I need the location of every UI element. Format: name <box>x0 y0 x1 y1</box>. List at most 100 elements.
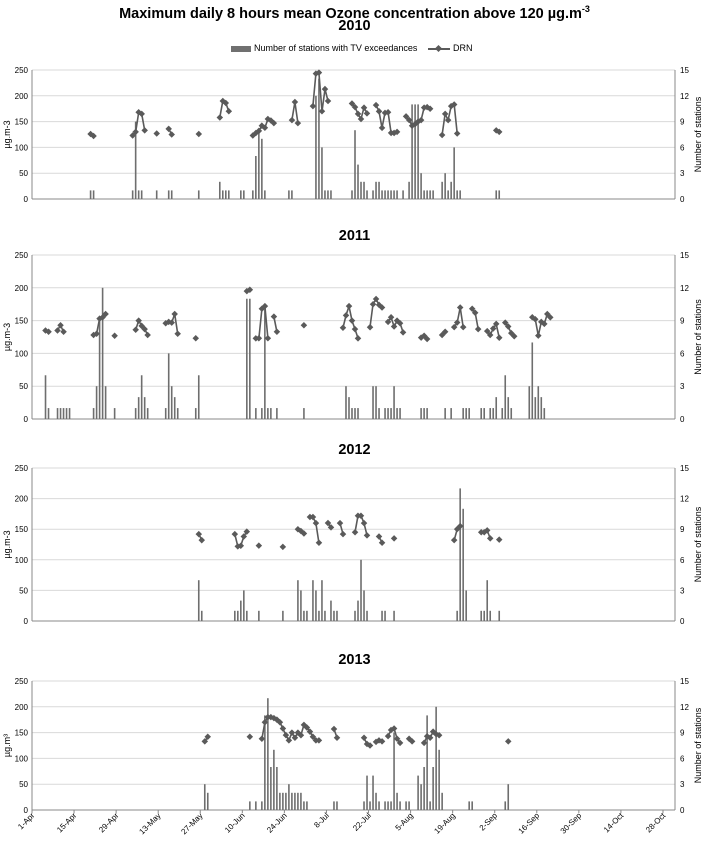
drn-marker <box>300 321 308 329</box>
station-bar <box>456 610 458 621</box>
station-bar <box>429 190 431 199</box>
station-bar <box>294 792 296 810</box>
station-bar <box>270 767 272 810</box>
y-left-tick-label: 50 <box>19 586 28 595</box>
station-bar <box>459 190 461 199</box>
station-bar <box>134 121 137 199</box>
y-right-tick-label: 15 <box>680 464 689 473</box>
y-left-tick-label: 150 <box>15 118 29 127</box>
station-bar <box>489 610 492 621</box>
drn-marker <box>153 130 160 137</box>
station-bar <box>462 508 464 621</box>
station-bar <box>336 610 338 621</box>
station-bar <box>306 610 308 621</box>
drn-marker <box>192 335 200 342</box>
station-bar <box>65 408 68 419</box>
station-bar <box>378 408 380 419</box>
drn-marker <box>315 737 323 744</box>
station-bar <box>507 397 510 419</box>
station-bar <box>297 792 299 810</box>
station-bar <box>531 342 534 419</box>
drn-marker <box>255 335 263 342</box>
drn-marker <box>351 529 359 536</box>
station-bar <box>203 784 206 810</box>
station-bar <box>438 749 440 810</box>
station-bar <box>357 164 359 199</box>
drn-marker <box>132 128 139 136</box>
station-bar <box>393 732 395 810</box>
station-bar <box>225 190 227 199</box>
station-bar <box>261 408 263 419</box>
station-bar <box>327 190 329 199</box>
y-left-axis-title: µg.m-3 <box>2 530 12 558</box>
y-left-tick-label: 200 <box>15 495 29 504</box>
drn-marker <box>288 116 296 124</box>
station-bar <box>372 775 374 810</box>
y-right-axis-title: Number of stations <box>693 299 703 375</box>
y-left-tick-label: 100 <box>15 556 29 565</box>
station-bar <box>261 138 263 199</box>
station-bar <box>258 130 260 199</box>
station-bar <box>396 190 398 199</box>
station-bar <box>459 488 461 621</box>
legend-item-bars: Number of stations with TV exceedances <box>231 43 417 53</box>
station-bar <box>357 600 359 621</box>
y-right-axis-title: Number of stations <box>693 707 703 783</box>
station-bar <box>303 610 305 621</box>
station-bar <box>369 801 371 810</box>
station-bar <box>354 130 356 199</box>
station-bar <box>164 408 167 419</box>
station-bar <box>495 190 498 199</box>
station-bar <box>423 190 425 199</box>
y-right-tick-label: 3 <box>680 586 685 595</box>
station-bar <box>393 386 395 419</box>
station-bar <box>167 190 170 199</box>
station-bar <box>291 792 293 810</box>
station-bar <box>534 397 537 419</box>
station-bar <box>381 190 383 199</box>
station-bar <box>384 408 386 419</box>
station-bar <box>393 190 395 199</box>
station-bar <box>402 190 404 199</box>
drn-marker <box>54 327 61 334</box>
station-bar <box>218 181 221 199</box>
drn-marker <box>270 119 278 127</box>
drn-marker <box>306 728 314 735</box>
drn-marker <box>288 729 296 736</box>
station-bar <box>267 408 269 419</box>
station-bar <box>387 190 389 199</box>
station-bar <box>387 801 389 810</box>
drn-marker <box>198 536 206 544</box>
drn-marker <box>57 321 64 329</box>
x-tick-label: 5-Aug <box>394 811 415 832</box>
station-bar <box>378 181 380 199</box>
y-right-tick-label: 15 <box>680 677 689 686</box>
station-bar <box>390 190 392 199</box>
drn-marker <box>231 530 239 538</box>
station-bar <box>381 610 383 621</box>
station-bar <box>200 610 203 621</box>
station-bar <box>363 801 365 810</box>
drn-marker <box>390 535 398 542</box>
drn-marker <box>243 528 251 535</box>
station-bar <box>252 190 254 199</box>
drn-marker <box>342 312 350 319</box>
station-bar <box>267 698 269 810</box>
drn-marker <box>324 519 332 527</box>
station-bar <box>354 610 356 621</box>
station-bar <box>56 408 59 419</box>
station-bar <box>194 408 197 419</box>
station-bar <box>372 386 374 419</box>
station-bar <box>92 408 95 419</box>
drn-marker <box>441 328 449 336</box>
drn-marker <box>237 542 245 549</box>
drn-marker <box>375 108 383 115</box>
drn-marker <box>291 734 299 742</box>
station-bar <box>387 408 389 419</box>
drn-marker <box>495 536 503 543</box>
panel-title: 2013 <box>338 652 370 668</box>
station-bar <box>336 801 338 810</box>
y-left-tick-label: 250 <box>15 677 29 686</box>
drn-marker <box>144 331 151 339</box>
drn-marker <box>246 733 254 740</box>
